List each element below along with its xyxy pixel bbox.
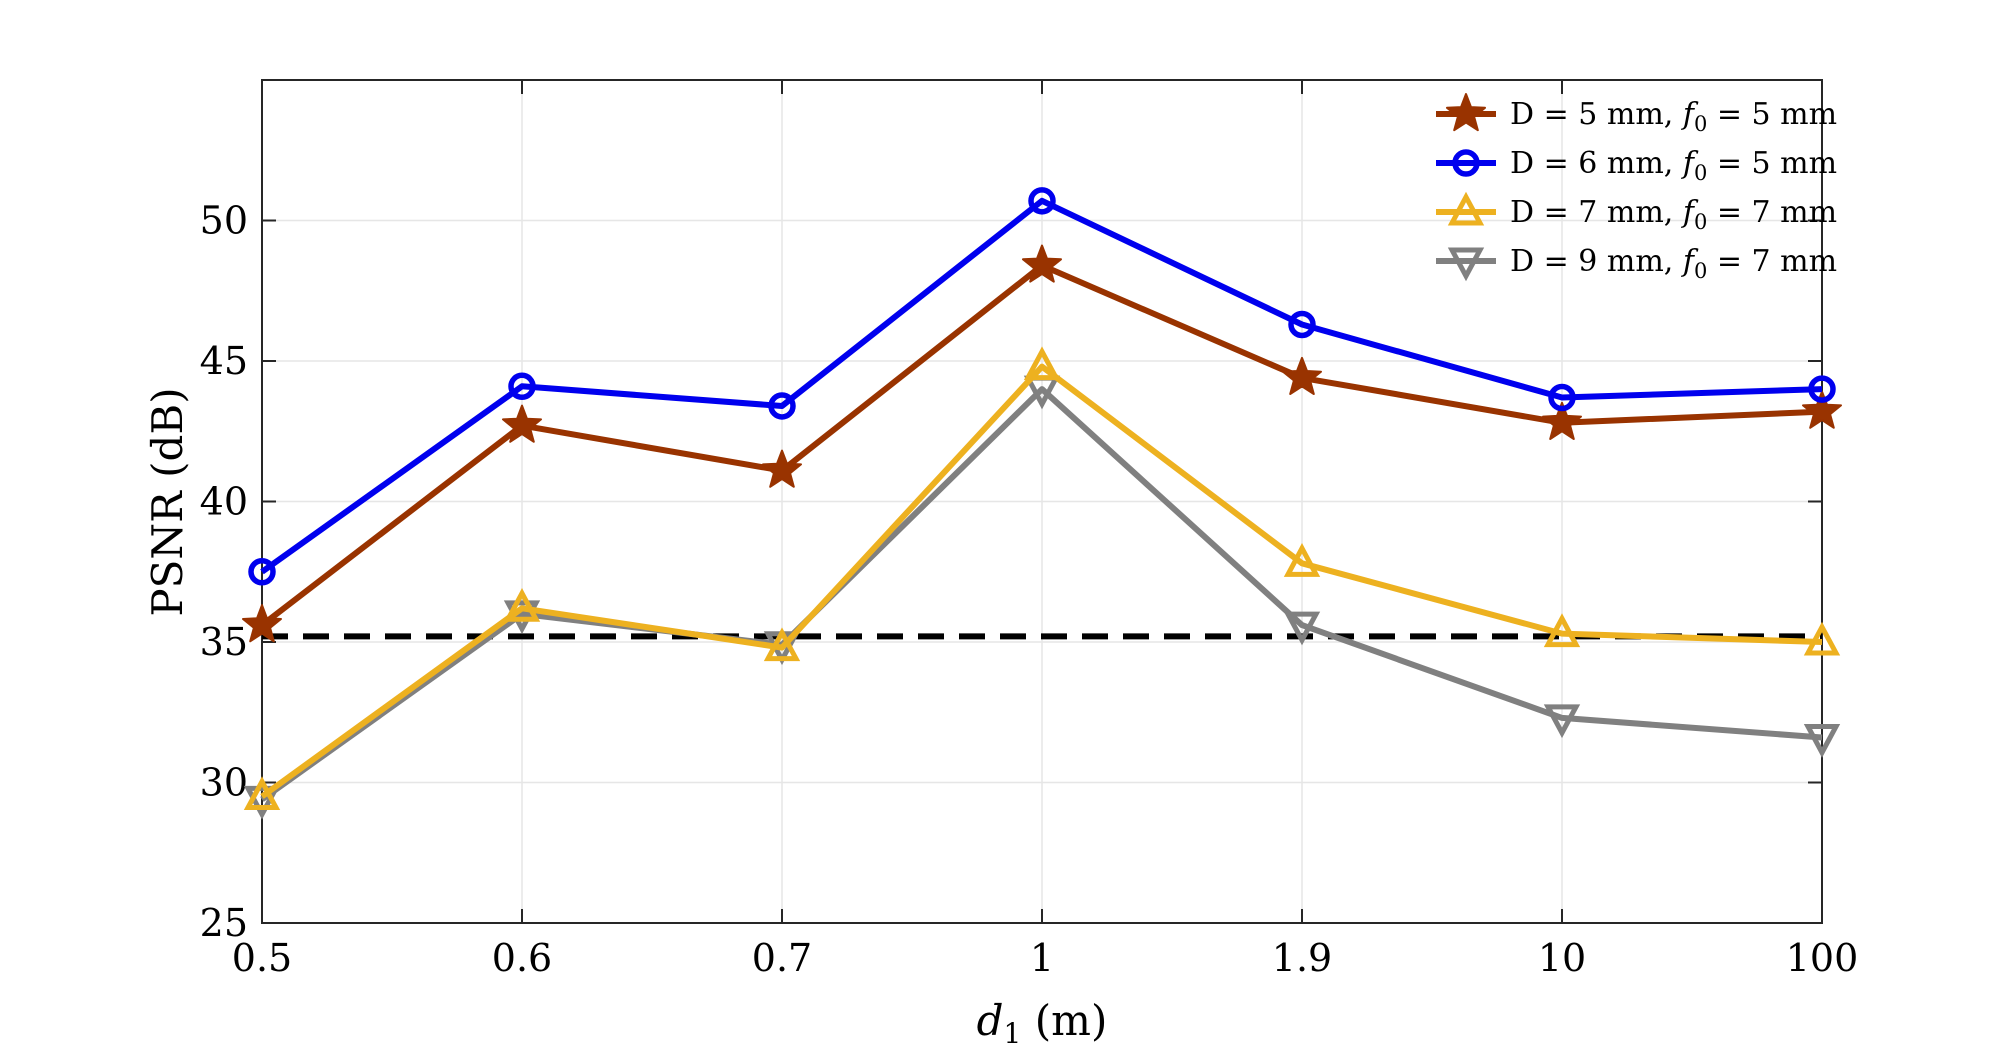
star-marker [1282, 356, 1322, 395]
series-line [260, 363, 1823, 799]
legend-label-sub: 0 [1694, 259, 1707, 283]
circle-marker [508, 372, 536, 401]
star-marker [1542, 401, 1582, 440]
triangle-down-marker [1283, 611, 1321, 646]
star-marker [762, 449, 802, 488]
star-marker [502, 404, 542, 443]
circle-marker [1452, 149, 1480, 177]
circle-marker [768, 392, 796, 420]
legend-label-prefix: D = 6 mm, [1510, 146, 1683, 181]
legend-label-sub: 0 [1694, 112, 1707, 136]
star-marker [1022, 244, 1062, 283]
circle-marker [1288, 310, 1316, 339]
legend-label-sub: 0 [1694, 161, 1707, 185]
y-tick-label: 45 [200, 339, 248, 383]
y-tick-label: 25 [200, 901, 248, 945]
y-axis: 25 30 35 40 45 50 [200, 199, 1822, 945]
triangle-down-marker [1803, 724, 1841, 758]
triangle-up-marker [1283, 543, 1321, 577]
triangle-up-marker [243, 776, 281, 811]
legend-label-suffix: = 7 mm [1707, 244, 1837, 279]
y-tick-label: 50 [200, 199, 248, 243]
legend-label-suffix: = 5 mm [1707, 146, 1837, 181]
x-tick-label: 0.7 [752, 936, 812, 980]
y-tick-label: 40 [200, 480, 248, 524]
legend-item: D = 7 mm, f0 = 7 mm [1436, 191, 1837, 234]
circle-marker [1808, 375, 1836, 403]
triangle-up-marker [503, 588, 541, 622]
legend-label-suffix: = 7 mm [1707, 195, 1837, 230]
circle-marker [248, 558, 276, 586]
series-circle [248, 187, 1836, 586]
triangle-down-marker [1447, 247, 1485, 282]
legend-label: D = 7 mm, f0 = 7 mm [1510, 195, 1837, 234]
triangle-up-marker [1543, 613, 1581, 648]
triangle-up-marker [763, 627, 801, 662]
series-line [260, 386, 1823, 802]
legend-label-prefix: D = 5 mm, [1510, 97, 1683, 132]
legend-label: D = 9 mm, f0 = 7 mm [1510, 244, 1837, 283]
x-tick-label: 10 [1538, 936, 1586, 980]
x-axis: 0.5 0.6 0.7 1 1.9 10 100 [232, 80, 1858, 980]
triangle-down-marker [1543, 704, 1581, 739]
x-tick-label: 1 [1030, 936, 1054, 980]
series-triangle-up [243, 346, 1841, 811]
star-marker [1802, 390, 1842, 429]
x-tick-label: 0.5 [232, 936, 292, 980]
series-line [260, 197, 1823, 575]
legend-label-sub: 0 [1694, 210, 1707, 234]
legend-label-prefix: D = 7 mm, [1510, 195, 1683, 230]
triangle-up-marker [1023, 346, 1061, 381]
legend-item: D = 5 mm, f0 = 5 mm [1436, 93, 1837, 136]
legend-label-suffix: = 5 mm [1707, 97, 1837, 132]
y-tick-label: 30 [200, 761, 248, 805]
circle-marker [1028, 187, 1056, 215]
series-group [242, 187, 1842, 820]
triangle-up-marker [1447, 191, 1485, 226]
y-axis-title: PSNR (dB) [143, 387, 192, 616]
legend-item: D = 6 mm, f0 = 5 mm [1436, 146, 1837, 185]
legend-item: D = 9 mm, f0 = 7 mm [1436, 244, 1837, 283]
y-tick-label: 35 [200, 620, 248, 664]
legend-label: D = 6 mm, f0 = 5 mm [1510, 146, 1837, 185]
x-tick-label: 0.6 [492, 936, 552, 980]
triangle-down-marker [243, 785, 281, 820]
star-marker [1446, 93, 1486, 132]
star-marker [242, 604, 282, 643]
x-axis-title: d1 (m) [977, 996, 1108, 1050]
circle-marker [1548, 383, 1576, 412]
legend-label: D = 5 mm, f0 = 5 mm [1510, 97, 1837, 136]
x-tick-label: 100 [1786, 936, 1859, 980]
legend: D = 5 mm, f0 = 5 mmD = 6 mm, f0 = 5 mmD … [1436, 93, 1837, 283]
x-tick-label: 1.9 [1272, 936, 1332, 980]
series-star [242, 244, 1842, 643]
triangle-up-marker [1803, 621, 1841, 656]
legend-label-prefix: D = 9 mm, [1510, 244, 1683, 279]
